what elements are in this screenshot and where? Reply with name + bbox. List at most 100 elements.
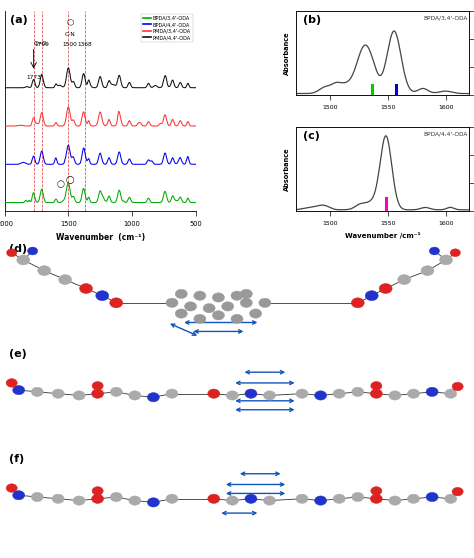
Circle shape (73, 496, 85, 505)
Circle shape (315, 391, 327, 400)
Circle shape (352, 387, 364, 397)
Circle shape (370, 494, 383, 503)
Text: (f): (f) (9, 454, 25, 464)
Circle shape (408, 494, 419, 503)
Text: ◯: ◯ (65, 175, 74, 184)
Circle shape (426, 387, 438, 397)
Circle shape (129, 391, 141, 400)
Circle shape (445, 494, 457, 503)
Text: 1773: 1773 (26, 75, 41, 80)
X-axis label: Wavenumber  (cm⁻¹): Wavenumber (cm⁻¹) (55, 233, 145, 242)
Circle shape (31, 387, 43, 397)
Circle shape (439, 255, 453, 265)
Circle shape (264, 391, 275, 400)
Circle shape (445, 389, 457, 398)
Circle shape (73, 391, 85, 400)
Circle shape (408, 389, 419, 398)
Text: 1368: 1368 (78, 42, 92, 47)
Circle shape (109, 298, 123, 308)
Circle shape (245, 389, 257, 398)
Circle shape (333, 494, 345, 503)
Circle shape (222, 302, 234, 311)
Text: (c): (c) (303, 132, 319, 142)
Circle shape (175, 289, 187, 299)
Circle shape (296, 494, 308, 503)
Circle shape (166, 298, 178, 307)
Circle shape (370, 389, 383, 398)
Circle shape (7, 249, 17, 257)
Circle shape (110, 387, 122, 397)
Circle shape (92, 382, 103, 390)
Circle shape (13, 386, 25, 395)
Text: (d): (d) (9, 244, 27, 254)
Circle shape (226, 391, 238, 400)
Circle shape (129, 496, 141, 505)
Circle shape (31, 492, 43, 502)
Circle shape (240, 289, 252, 299)
Circle shape (371, 382, 382, 390)
Circle shape (452, 382, 463, 391)
Text: C=O: C=O (34, 41, 47, 46)
Circle shape (110, 492, 122, 502)
Text: ◯: ◯ (57, 181, 64, 188)
Circle shape (426, 492, 438, 502)
Circle shape (452, 487, 463, 496)
Circle shape (212, 311, 225, 320)
Circle shape (226, 496, 238, 505)
Text: BPDA/3,4'-ODA: BPDA/3,4'-ODA (423, 16, 467, 20)
Circle shape (249, 309, 262, 318)
Circle shape (231, 314, 243, 324)
Circle shape (429, 247, 439, 255)
Circle shape (379, 283, 392, 294)
Text: C-N: C-N (64, 32, 75, 37)
Circle shape (147, 393, 159, 402)
Circle shape (333, 389, 345, 398)
Text: BPDA/4,4'-ODA: BPDA/4,4'-ODA (423, 132, 467, 137)
Circle shape (203, 304, 215, 313)
Circle shape (194, 291, 206, 300)
Y-axis label: Absorbance: Absorbance (284, 147, 290, 191)
Circle shape (212, 293, 225, 302)
Circle shape (91, 389, 104, 398)
Circle shape (264, 496, 275, 505)
Text: ⬡: ⬡ (66, 18, 73, 27)
Circle shape (259, 298, 271, 307)
Circle shape (231, 291, 243, 300)
Circle shape (365, 291, 378, 301)
Text: 1500: 1500 (62, 42, 77, 47)
Circle shape (184, 302, 197, 311)
Circle shape (245, 494, 257, 503)
Circle shape (450, 249, 460, 257)
Circle shape (38, 266, 51, 276)
Circle shape (147, 498, 159, 507)
Circle shape (398, 275, 411, 285)
Circle shape (351, 298, 365, 308)
Circle shape (166, 389, 178, 398)
Circle shape (194, 314, 206, 324)
Circle shape (52, 494, 64, 503)
Legend: BPDA/3,4'-ODA, BPDA/4,4'-ODA, PMDA/3,4'-ODA, PMDA/4,4'-ODA: BPDA/3,4'-ODA, BPDA/4,4'-ODA, PMDA/3,4'-… (141, 13, 193, 42)
Circle shape (96, 291, 109, 301)
Circle shape (92, 487, 103, 495)
Circle shape (52, 389, 64, 398)
Circle shape (6, 484, 17, 492)
Circle shape (296, 389, 308, 398)
Circle shape (371, 487, 382, 495)
Circle shape (166, 494, 178, 503)
Circle shape (175, 309, 187, 318)
Circle shape (208, 494, 220, 503)
Circle shape (13, 490, 25, 500)
Circle shape (421, 266, 434, 276)
Text: (e): (e) (9, 349, 27, 359)
Circle shape (389, 496, 401, 505)
Text: (b): (b) (303, 16, 321, 25)
Text: (a): (a) (10, 15, 28, 25)
Circle shape (352, 492, 364, 502)
Circle shape (59, 275, 72, 285)
Circle shape (91, 494, 104, 503)
Text: 1709: 1709 (34, 42, 49, 47)
Circle shape (80, 283, 92, 294)
X-axis label: Wavenumber ∕cm⁻¹: Wavenumber ∕cm⁻¹ (345, 232, 420, 238)
Y-axis label: Absorbance: Absorbance (284, 31, 290, 75)
Circle shape (27, 247, 38, 255)
